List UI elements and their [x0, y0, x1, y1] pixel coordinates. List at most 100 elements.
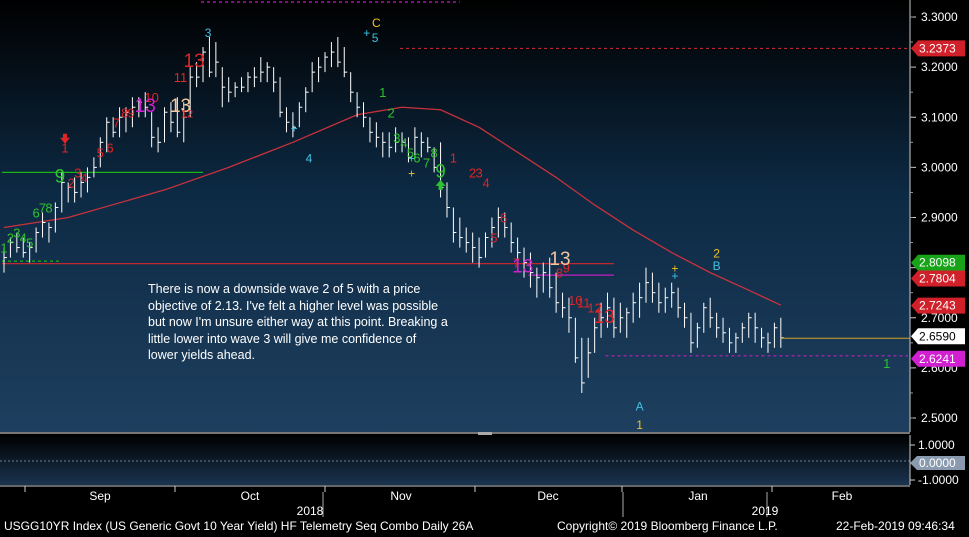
price-bar [99, 137, 104, 168]
price-bar [125, 107, 129, 133]
price-bar [318, 57, 322, 83]
price-bar [266, 62, 271, 83]
price-bar [748, 312, 752, 338]
lower-y-tick-label: -1.0000 [918, 473, 959, 487]
down-arrow-icon [59, 133, 70, 144]
price-bar [311, 62, 316, 93]
price-bar [189, 67, 194, 118]
count-label: 13 [170, 96, 191, 117]
copyright-text: Copyright© 2019 Bloomberg Finance L.P. [557, 519, 778, 533]
price-tag-shape [911, 350, 965, 367]
count-label: + [671, 262, 678, 276]
count-label: 4 [306, 151, 313, 165]
count-label: 3 [13, 226, 20, 241]
y-tick-label: 3.3000 [921, 10, 958, 24]
price-bar [542, 262, 547, 293]
lower-y-axis: 1.0000 -1.0000 0.0000 [909, 435, 965, 487]
price-bar [613, 297, 617, 338]
price-bar [574, 317, 579, 363]
panel-splitter-handle[interactable] [478, 432, 492, 435]
y-tick-label: 2.9000 [921, 211, 958, 225]
price-bar [208, 37, 213, 78]
lower-panel-background [0, 435, 910, 485]
price-bar [285, 107, 290, 133]
price-bar [414, 127, 418, 158]
count-label: 9 [435, 161, 446, 182]
count-label: 4 [483, 175, 490, 190]
price-bar [465, 227, 470, 253]
price-bar [626, 307, 630, 338]
price-bar [722, 317, 727, 343]
count-label: 2 [469, 165, 476, 180]
count-label: 6 [106, 140, 113, 155]
count-label: 8 [45, 200, 52, 215]
x-month-label: Nov [390, 489, 411, 503]
up-arrow-icon [435, 179, 446, 190]
x-month-label: Dec [537, 489, 558, 503]
count-label: 3 [74, 165, 81, 180]
price-bar [234, 82, 239, 98]
price-bar [664, 287, 669, 313]
count-label: 9 [55, 166, 66, 187]
price-bar [619, 302, 624, 333]
price-bar [735, 332, 739, 353]
count-label: 12 [181, 108, 193, 120]
price-bar [523, 247, 528, 278]
price-bar [86, 167, 91, 193]
price-bar [446, 182, 450, 218]
price-bar [696, 322, 701, 348]
price-label-tag: 2.6241 [911, 350, 965, 367]
x-year-label: 2018 [297, 504, 324, 518]
lower-value-label: 0.0000 [919, 456, 956, 470]
lower-y-tick-label: 1.0000 [918, 438, 955, 452]
price-bar [761, 327, 765, 348]
price-bar [343, 47, 348, 78]
price-bar [144, 92, 149, 118]
count-label: 6 [500, 211, 507, 226]
count-label: 7 [423, 155, 430, 170]
price-bar [241, 77, 245, 93]
y-tick-label: 2.5000 [921, 411, 958, 425]
price-bar [48, 222, 52, 243]
y-tick-label: 3.0000 [921, 160, 958, 174]
price-bar [504, 212, 508, 238]
price-bar [555, 272, 560, 313]
price-bar [568, 297, 572, 333]
count-label: 4 [400, 135, 407, 150]
moving-average-path [3, 106, 782, 306]
signal-arrows [59, 133, 446, 190]
x-month-label: Sep [89, 489, 111, 503]
price-bar [260, 57, 264, 83]
price-bar [279, 77, 284, 118]
count-label: 3 [475, 165, 482, 180]
price-bar [395, 127, 399, 153]
price-tag-text: 2.8098 [919, 256, 956, 270]
x-year-label: 2019 [752, 504, 779, 518]
y-tick-label: 3.2000 [921, 60, 958, 74]
price-bar [401, 132, 406, 153]
price-tag-shape [911, 328, 965, 345]
count-label: 3 [205, 26, 212, 40]
price-bar [221, 67, 226, 108]
price-bar [459, 217, 463, 248]
x-month-label: Oct [241, 489, 260, 503]
count-label: 5 [407, 145, 414, 160]
price-bar [138, 97, 142, 118]
count-label: 1 [61, 140, 68, 155]
price-bar [536, 267, 540, 298]
count-label: 10 [144, 90, 158, 105]
price-bar [639, 282, 643, 318]
price-bar [510, 222, 515, 253]
count-label: 6 [413, 150, 420, 165]
count-label: 4 [20, 231, 27, 246]
price-bar [703, 302, 707, 333]
price-bar [491, 217, 495, 248]
price-bar [363, 102, 367, 128]
count-label: 3 [393, 130, 400, 145]
price-bar [472, 232, 476, 263]
price-bar [196, 62, 200, 88]
count-label: 1 [0, 241, 7, 256]
count-label: 1 [636, 418, 643, 432]
y-tick-label: 2.7000 [921, 311, 958, 325]
price-bar [658, 282, 662, 313]
